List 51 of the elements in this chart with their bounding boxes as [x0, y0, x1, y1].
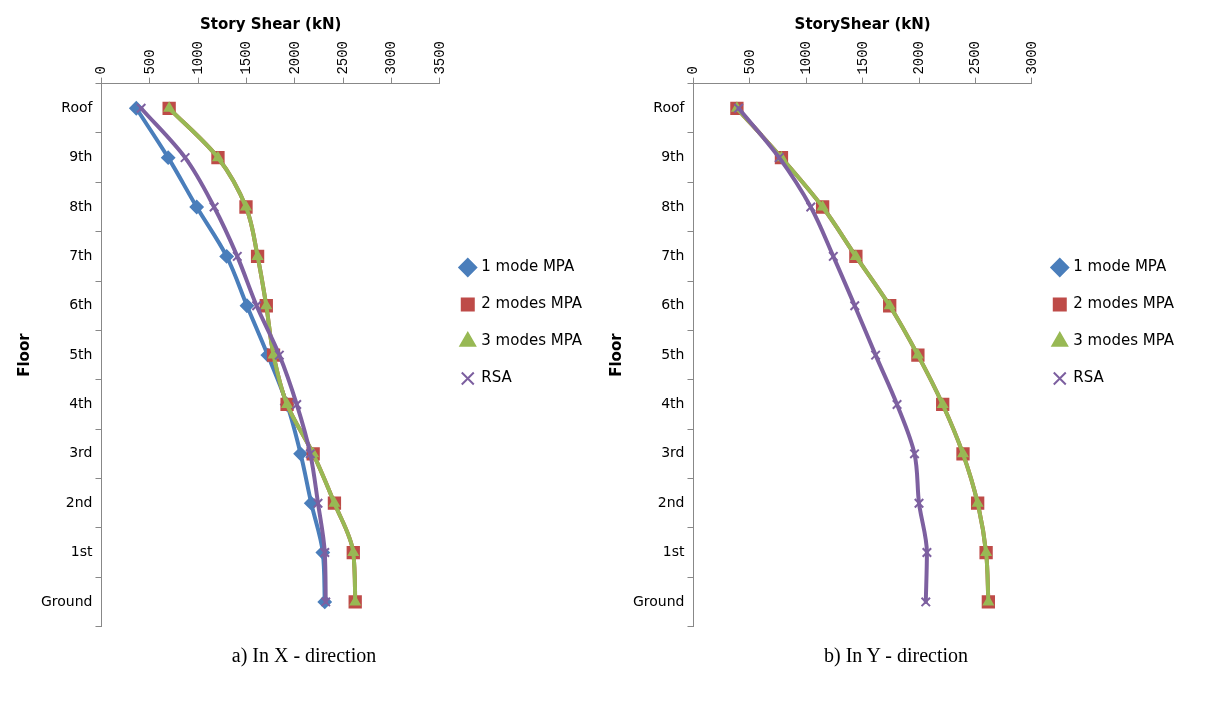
x-tick-label: 1000	[798, 41, 815, 75]
x-tick-label: 2000	[910, 41, 927, 75]
y-tick-label: 8th	[661, 197, 685, 214]
y-tick-label: 3rd	[69, 444, 93, 461]
y-tick-label: 9th	[661, 148, 685, 165]
legend-label: 2 modes MPA	[1073, 294, 1175, 313]
y-tick-label: Roof	[61, 98, 94, 115]
legend-label: 1 mode MPA	[1073, 257, 1167, 276]
x-tick-label: 1000	[190, 41, 207, 75]
y-tick-label: Ground	[41, 592, 93, 609]
x-axis-title: Story Shear (kN)	[199, 14, 342, 33]
x-tick-label: 500	[141, 49, 158, 75]
legend-label: 2 modes MPA	[481, 294, 583, 313]
legend-label: RSA	[1073, 368, 1105, 387]
y-tick-label: 5th	[69, 345, 93, 362]
y-tick-label: 2nd	[657, 493, 685, 510]
y-tick-label: 3rd	[661, 444, 685, 461]
legend-label: 1 mode MPA	[481, 257, 575, 276]
x-tick-label: 0	[93, 66, 110, 75]
x-axis-title: StoryShear (kN)	[794, 14, 931, 33]
x-tick-label: 3500	[431, 41, 448, 75]
y-axis-title: Floor	[14, 332, 33, 377]
y-tick-label: 1st	[70, 543, 93, 560]
y-tick-label: 5th	[661, 345, 685, 362]
x-tick-label: 2500	[967, 41, 984, 75]
y-tick-label: 7th	[661, 247, 685, 264]
y-tick-label: Ground	[633, 592, 685, 609]
y-tick-label: 8th	[69, 197, 93, 214]
y-tick-label: 4th	[661, 395, 685, 412]
x-tick-label: 3000	[1023, 41, 1040, 75]
y-tick-label: Roof	[653, 98, 686, 115]
y-tick-label: 6th	[69, 296, 93, 313]
y-tick-label: 4th	[69, 395, 93, 412]
x-tick-label: 500	[741, 49, 758, 75]
x-tick-label: 2500	[335, 41, 352, 75]
text: a) In X - direction	[230, 644, 378, 667]
x-tick-label: 1500	[238, 41, 255, 75]
legend-label: RSA	[481, 368, 513, 387]
y-tick-label: 7th	[69, 247, 93, 264]
x-tick-label: 0	[685, 66, 702, 75]
text: b) In Y - direction	[823, 644, 969, 667]
y-tick-label: 1st	[662, 543, 685, 560]
y-tick-label: 9th	[69, 148, 93, 165]
x-tick-label: 3000	[383, 41, 400, 75]
x-tick-label: 2000	[286, 41, 303, 75]
legend-label: 3 modes MPA	[1073, 331, 1175, 350]
x-tick-label: 1500	[854, 41, 871, 75]
y-tick-label: 2nd	[65, 493, 93, 510]
y-tick-label: 6th	[661, 296, 685, 313]
legend-label: 3 modes MPA	[481, 331, 583, 350]
y-axis-title: Floor	[606, 332, 625, 377]
